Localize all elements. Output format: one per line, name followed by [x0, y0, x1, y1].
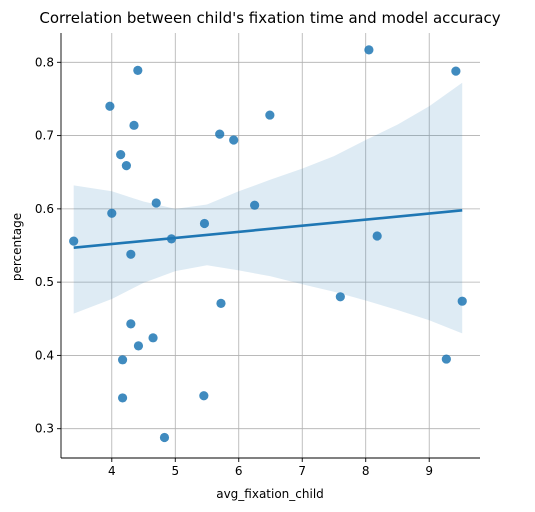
data-point-0 [69, 236, 79, 246]
data-point-13 [151, 198, 161, 208]
data-point-26 [441, 354, 451, 364]
data-point-18 [215, 129, 225, 139]
data-point-4 [117, 355, 128, 365]
x-tick-label-1: 5 [171, 464, 179, 478]
data-point-1 [105, 101, 115, 111]
data-point-14 [159, 432, 170, 443]
data-point-28 [457, 296, 467, 306]
data-point-3 [116, 150, 126, 160]
x-axis-label: avg_fixation_child [216, 487, 324, 501]
x-tick-label-5: 9 [425, 464, 433, 478]
regression-line [73, 209, 463, 249]
data-point-19 [216, 298, 226, 308]
chart-title: Correlation between child's fixation tim… [39, 9, 500, 27]
data-point-11 [133, 341, 144, 351]
data-point-7 [126, 249, 136, 259]
confidence-band [73, 82, 463, 334]
data-point-6 [121, 161, 131, 171]
x-tick-label-2: 6 [235, 464, 243, 478]
x-tick-label-4: 8 [362, 464, 370, 478]
data-point-27 [451, 66, 461, 76]
data-point-17 [199, 218, 210, 229]
y-tick-label-2: 0.5 [35, 275, 54, 289]
y-tick-label-0: 0.3 [35, 422, 54, 436]
grid [61, 33, 480, 458]
data-point-24 [364, 45, 374, 55]
data-point-9 [129, 120, 139, 130]
data-point-5 [117, 393, 128, 403]
data-point-23 [335, 292, 345, 302]
data-point-21 [250, 200, 260, 210]
x-tick-label-3: 7 [298, 464, 306, 478]
data-point-8 [126, 319, 136, 329]
axes: 4 5 6 7 8 9 0.3 0.4 0.5 0.6 0.7 0.8 [35, 33, 480, 478]
x-tick-label-0: 4 [108, 464, 116, 478]
y-axis-label: percentage [10, 213, 24, 281]
data-point-12 [148, 333, 158, 343]
data-point-25 [372, 231, 382, 241]
data-points [69, 45, 467, 443]
data-point-2 [107, 208, 117, 218]
y-tick-label-4: 0.7 [35, 129, 54, 143]
data-point-20 [229, 135, 239, 145]
data-point-22 [265, 110, 275, 120]
regression-line-group [73, 209, 463, 249]
confidence-band-area [73, 82, 463, 334]
y-tick-label-5: 0.8 [35, 55, 54, 69]
y-tick-label-1: 0.4 [35, 348, 54, 362]
data-point-10 [133, 65, 143, 75]
y-tick-label-3: 0.6 [35, 202, 54, 216]
data-point-16 [199, 391, 209, 401]
